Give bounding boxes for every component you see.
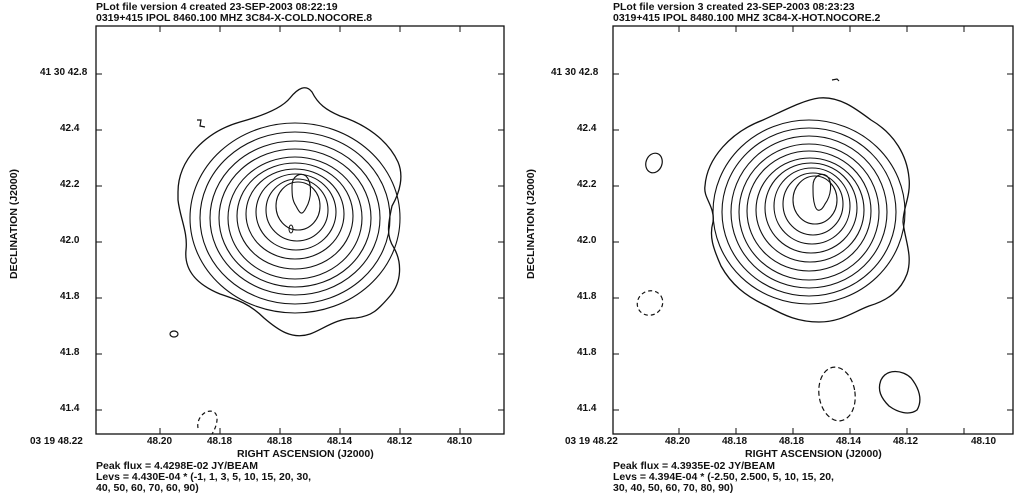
plot-header-line1: PLot file version 3 created 23-SEP-2003 …	[613, 1, 855, 13]
y-tick-label: 42.2	[577, 179, 597, 190]
levels-text-line2: 40, 50, 60, 70, 60, 90)	[96, 482, 199, 494]
x-tick-label: 03 19 48.22	[565, 436, 618, 447]
y-tick-label: 42.0	[60, 235, 80, 246]
contour-dashed-blob	[818, 366, 856, 422]
contour-blob	[645, 152, 663, 174]
x-tick-label: 48.12	[893, 436, 919, 447]
x-tick-label: 48.18	[722, 436, 748, 447]
plot-frame	[95, 25, 505, 435]
contour-outer	[177, 87, 402, 337]
frame-ticks	[613, 26, 1013, 434]
x-tick-label: 48.20	[147, 436, 173, 447]
y-tick-label: 41.8	[577, 291, 597, 302]
y-tick-label: 42.2	[60, 179, 80, 190]
contour-levels	[712, 119, 906, 305]
contour-inner-speck	[288, 224, 294, 234]
contour-panel-hot: PLot file version 3 created 23-SEP-2003 …	[509, 0, 1018, 503]
y-tick-label: 41.8	[60, 347, 80, 358]
x-tick-label: 48.20	[665, 436, 691, 447]
y-tick-label: 41 30 42.8	[40, 67, 88, 78]
y-tick-label: 41.4	[60, 403, 80, 414]
contour-speck	[831, 78, 840, 82]
contour-speck	[197, 119, 206, 128]
x-tick-label: 48.18	[267, 436, 293, 447]
contour-plot	[95, 25, 505, 435]
y-tick-label: 41 30 42.8	[551, 67, 599, 78]
plot-header-line1: PLot file version 4 created 23-SEP-2003 …	[96, 1, 338, 13]
x-axis-label: RIGHT ASCENSION (J2000)	[237, 448, 374, 460]
y-tick-label: 42.4	[60, 123, 80, 134]
contour-dashed-blob	[636, 290, 664, 316]
plot-header-line2: 0319+415 IPOL 8460.100 MHZ 3C84-X-COLD.N…	[96, 12, 373, 24]
y-tick-label: 41.4	[577, 403, 597, 414]
levels-text-line1: Levs = 4.394E-04 * (-2.50, 2.500, 5, 10,…	[613, 471, 834, 483]
x-tick-label: 48.14	[836, 436, 862, 447]
y-tick-label: 41.8	[577, 347, 597, 358]
y-tick-label: 42.4	[577, 123, 597, 134]
peak-flux-text: Peak flux = 4.3935E-02 JY/BEAM	[613, 460, 775, 472]
x-tick-label: 48.14	[327, 436, 353, 447]
levels-text-line2: 30, 40, 50, 60, 70, 80, 90)	[613, 482, 734, 494]
x-tick-label: 48.18	[779, 436, 805, 447]
x-tick-label: 48.12	[387, 436, 413, 447]
peak-flux-text: Peak flux = 4.4298E-02 JY/BEAM	[96, 460, 258, 472]
contour-levels	[189, 122, 401, 314]
x-tick-label: 48.10	[971, 436, 997, 447]
x-tick-label: 03 19 48.22	[30, 436, 83, 447]
contour-blob	[878, 370, 921, 414]
contour-blob	[169, 330, 179, 338]
levels-text-line1: Levs = 4.430E-04 * (-1, 1, 3, 5, 10, 15,…	[96, 471, 312, 483]
x-tick-label: 48.18	[207, 436, 233, 447]
x-tick-label: 48.10	[447, 436, 473, 447]
y-tick-label: 41.8	[60, 291, 80, 302]
plot-header-line2: 0319+415 IPOL 8480.100 MHZ 3C84-X-HOT.NO…	[613, 12, 881, 24]
contour-dashed	[197, 410, 218, 435]
y-tick-label: 42.0	[577, 235, 597, 246]
contour-plot	[612, 25, 1014, 435]
contour-outer	[704, 97, 910, 323]
plot-frame	[612, 25, 1014, 435]
contour-panel-cold: PLot file version 4 created 23-SEP-2003 …	[8, 1, 505, 494]
frame-ticks	[96, 26, 504, 434]
x-axis-label: RIGHT ASCENSION (J2000)	[745, 448, 882, 460]
